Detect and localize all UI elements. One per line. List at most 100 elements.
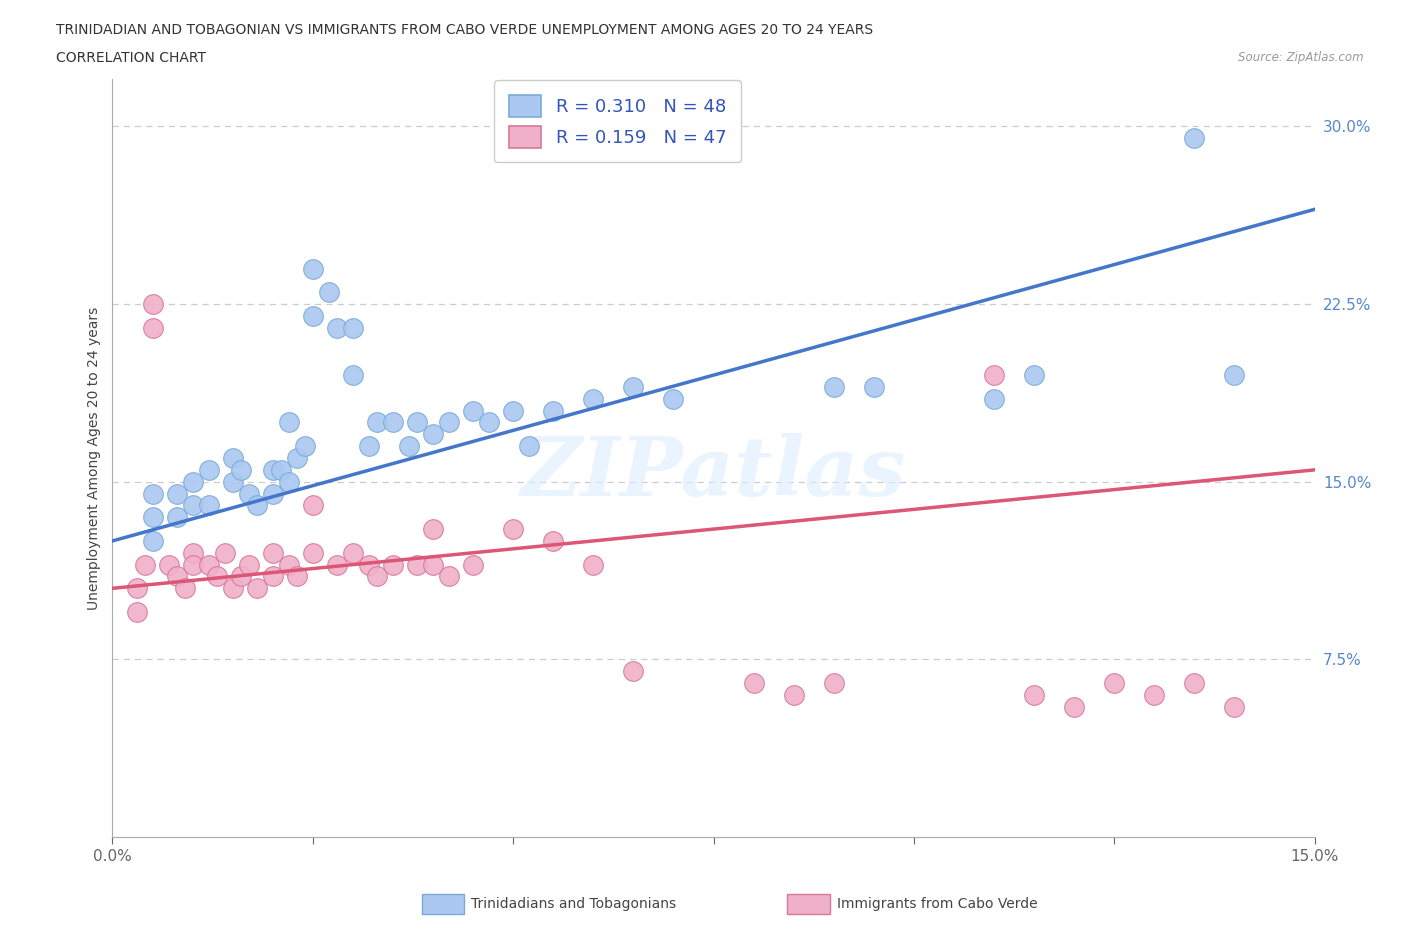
Point: [141, 534, 163, 549]
Point: [197, 557, 219, 572]
Text: Trinidadians and Tobagonians: Trinidadians and Tobagonians: [471, 897, 676, 911]
Point: [478, 415, 501, 430]
Point: [437, 415, 460, 430]
Point: [461, 557, 484, 572]
Point: [502, 522, 524, 537]
Point: [517, 439, 540, 454]
Point: [197, 498, 219, 512]
Point: [166, 486, 188, 501]
Point: [823, 379, 845, 394]
Point: [238, 486, 260, 501]
Point: [342, 320, 364, 335]
Point: [166, 510, 188, 525]
Point: [406, 415, 429, 430]
Point: [277, 474, 299, 489]
Point: [205, 569, 228, 584]
Point: [294, 439, 316, 454]
Point: [1223, 367, 1246, 382]
Text: Source: ZipAtlas.com: Source: ZipAtlas.com: [1239, 51, 1364, 64]
Point: [326, 320, 349, 335]
Point: [197, 462, 219, 477]
Point: [141, 297, 163, 312]
Point: [173, 581, 195, 596]
Point: [262, 569, 284, 584]
Point: [582, 557, 605, 572]
Point: [302, 309, 325, 324]
Point: [1143, 687, 1166, 702]
Point: [422, 427, 444, 442]
Point: [1184, 675, 1206, 690]
Point: [357, 439, 380, 454]
Point: [1063, 699, 1085, 714]
Text: ZIPatlas: ZIPatlas: [520, 433, 907, 513]
Point: [502, 404, 524, 418]
Point: [141, 510, 163, 525]
Point: [262, 545, 284, 560]
Point: [1184, 131, 1206, 146]
Point: [214, 545, 236, 560]
Point: [983, 392, 1005, 406]
Point: [277, 415, 299, 430]
Text: Immigrants from Cabo Verde: Immigrants from Cabo Verde: [837, 897, 1038, 911]
Point: [222, 474, 245, 489]
Y-axis label: Unemployment Among Ages 20 to 24 years: Unemployment Among Ages 20 to 24 years: [87, 306, 101, 610]
Point: [181, 545, 204, 560]
Point: [134, 557, 156, 572]
Point: [326, 557, 349, 572]
Point: [181, 557, 204, 572]
Point: [461, 404, 484, 418]
Point: [342, 367, 364, 382]
Point: [285, 451, 308, 466]
Point: [823, 675, 845, 690]
Point: [246, 581, 269, 596]
Point: [437, 569, 460, 584]
Point: [543, 404, 565, 418]
Point: [302, 498, 325, 512]
Point: [229, 462, 252, 477]
Point: [543, 534, 565, 549]
Point: [125, 581, 148, 596]
Point: [382, 557, 405, 572]
Text: CORRELATION CHART: CORRELATION CHART: [56, 51, 207, 65]
Point: [262, 462, 284, 477]
Point: [238, 557, 260, 572]
Point: [222, 451, 245, 466]
Point: [181, 474, 204, 489]
Point: [621, 379, 644, 394]
Point: [398, 439, 420, 454]
Point: [125, 604, 148, 619]
Point: [342, 545, 364, 560]
Point: [863, 379, 886, 394]
Point: [983, 367, 1005, 382]
Point: [277, 557, 299, 572]
Point: [782, 687, 804, 702]
Point: [166, 569, 188, 584]
Point: [285, 569, 308, 584]
Point: [302, 261, 325, 276]
Point: [302, 545, 325, 560]
Point: [1024, 687, 1046, 702]
Point: [422, 557, 444, 572]
Point: [406, 557, 429, 572]
Point: [366, 569, 388, 584]
Point: [318, 285, 340, 299]
Point: [662, 392, 685, 406]
Point: [222, 581, 245, 596]
Point: [141, 320, 163, 335]
Point: [229, 569, 252, 584]
Legend: R = 0.310   N = 48, R = 0.159   N = 47: R = 0.310 N = 48, R = 0.159 N = 47: [494, 81, 741, 163]
Point: [246, 498, 269, 512]
Point: [382, 415, 405, 430]
Point: [270, 462, 292, 477]
Point: [357, 557, 380, 572]
Point: [141, 486, 163, 501]
Point: [582, 392, 605, 406]
Point: [621, 664, 644, 679]
Point: [422, 522, 444, 537]
Point: [1223, 699, 1246, 714]
Point: [1024, 367, 1046, 382]
Point: [366, 415, 388, 430]
Point: [1102, 675, 1125, 690]
Text: TRINIDADIAN AND TOBAGONIAN VS IMMIGRANTS FROM CABO VERDE UNEMPLOYMENT AMONG AGES: TRINIDADIAN AND TOBAGONIAN VS IMMIGRANTS…: [56, 23, 873, 37]
Point: [262, 486, 284, 501]
